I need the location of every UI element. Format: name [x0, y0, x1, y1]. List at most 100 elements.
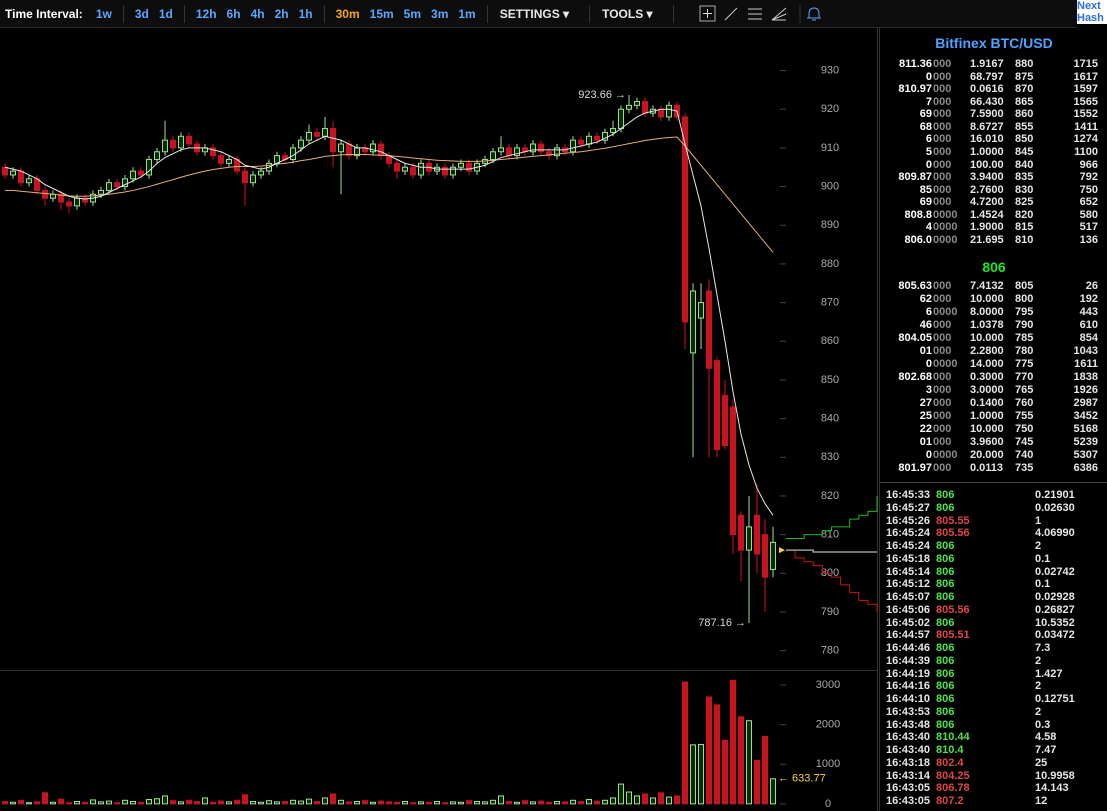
volume-bar	[354, 800, 360, 805]
volume-bar	[34, 801, 40, 805]
book-amount: 8.0000	[970, 306, 1004, 318]
volume-bar	[226, 801, 232, 805]
trade-price: 806	[936, 693, 955, 705]
volume-tick-label: 2000	[816, 719, 840, 731]
interval-button[interactable]: 15m	[369, 6, 394, 21]
book-sum: 1926	[1073, 384, 1098, 396]
volume-bar	[66, 802, 72, 805]
interval-button[interactable]: 1h	[298, 6, 313, 21]
interval-button[interactable]: 30m	[335, 6, 360, 21]
book-group-price: 855	[1015, 120, 1034, 133]
book-title: Bitfinex BTC/USD	[935, 35, 1053, 51]
book-sum: 854	[1079, 332, 1098, 344]
interval-button[interactable]: 4h	[250, 6, 265, 21]
book-amount: 1.0378	[970, 319, 1004, 331]
candle-body	[490, 151, 496, 160]
book-price-main: 68	[919, 120, 932, 133]
corner-line: Hash	[1077, 12, 1104, 24]
hline-tool[interactable]	[747, 8, 762, 19]
volume-bar	[98, 801, 104, 805]
book-amount: 10.000	[970, 332, 1004, 344]
book-sum: 750	[1079, 183, 1098, 196]
interval-button[interactable]: 2h	[274, 6, 289, 21]
book-amount: 3.9600	[970, 436, 1004, 448]
interval-button[interactable]: 3m	[431, 6, 449, 21]
book-group-price: 745	[1015, 436, 1034, 448]
candle-body	[338, 143, 344, 153]
volume-bar	[130, 800, 136, 805]
line-tool[interactable]	[724, 7, 737, 20]
tools-menu[interactable]: TOOLS	[602, 7, 652, 21]
book-price-main: 85	[919, 183, 932, 196]
divider	[880, 482, 1107, 483]
interval-button[interactable]: 3d	[134, 6, 149, 21]
volume-bar	[474, 800, 480, 805]
volume-bar	[482, 801, 488, 805]
book-price-dim: 000	[933, 293, 952, 305]
book-group-price: 845	[1015, 145, 1034, 158]
volume-bar	[538, 800, 544, 805]
candle-body	[410, 166, 416, 176]
y-tick-label: 880	[821, 258, 839, 270]
volume-bar	[90, 799, 96, 805]
candle-body	[762, 534, 768, 578]
trade-time: 16:43:53	[886, 705, 931, 718]
book-price-main: 5	[925, 145, 932, 158]
trade-price: 806	[936, 552, 955, 565]
interval-button[interactable]: 1m	[458, 6, 476, 21]
book-group-price: 770	[1015, 371, 1034, 383]
settings-menu[interactable]: SETTINGS	[500, 7, 569, 21]
candle-body	[370, 143, 376, 153]
corner-link[interactable]: Next Hash	[1077, 0, 1107, 24]
book-price-main: 804.05	[898, 332, 932, 344]
crosshair-tool[interactable]	[699, 5, 716, 21]
volume-bar	[394, 801, 400, 805]
volume-bar	[650, 797, 656, 805]
trade-time: 16:43:14	[886, 769, 931, 782]
book-amount: 8.6727	[970, 120, 1004, 133]
book-price-dim: 0000	[933, 233, 958, 246]
volume-bar	[186, 799, 192, 805]
volume-bar	[218, 800, 224, 805]
candle-body	[378, 143, 384, 157]
candle-body	[658, 108, 664, 118]
interval-button[interactable]: 6h	[226, 6, 241, 21]
book-price-dim: 000	[933, 423, 952, 435]
alert-tool[interactable]	[806, 6, 821, 20]
book-group-price: 815	[1015, 221, 1034, 234]
book-sum: 6386	[1073, 462, 1098, 474]
volume-bar	[586, 799, 592, 805]
trade-price: 806.78	[936, 782, 970, 795]
volume-bar	[522, 800, 528, 805]
volume-bar	[770, 778, 776, 805]
trade-time: 16:43:48	[886, 718, 931, 731]
volume-bar	[258, 801, 264, 805]
candle-body	[346, 143, 352, 157]
interval-button[interactable]: 5m	[403, 6, 422, 21]
y-tick-label: 850	[821, 374, 839, 386]
volume-bar	[106, 800, 112, 805]
book-amount: 10.000	[970, 423, 1004, 435]
book-group-price: 825	[1015, 196, 1034, 209]
candle-body	[498, 147, 504, 153]
volume-bar	[18, 799, 24, 805]
book-price-dim: 000	[933, 196, 952, 209]
book-price-dim: 000	[933, 183, 952, 196]
trade-price: 810.4	[936, 744, 964, 756]
volume-bar	[746, 720, 752, 805]
candle-body	[42, 189, 48, 199]
interval-button[interactable]: 12h	[195, 6, 217, 21]
book-sum: 1617	[1073, 70, 1098, 83]
interval-button[interactable]: 1w	[95, 6, 112, 21]
interval-button[interactable]: 1d	[158, 6, 173, 21]
y-tick-label: 870	[821, 296, 839, 308]
trade-time: 16:44:57	[886, 629, 931, 642]
volume-bar	[658, 792, 664, 805]
book-sum: 966	[1079, 158, 1098, 171]
volume-bar	[434, 800, 440, 805]
candle-body	[402, 166, 408, 172]
fib-tool[interactable]	[771, 7, 786, 20]
volume-bar	[642, 793, 648, 805]
book-price-dim: 000	[933, 384, 952, 396]
book-sum: 1100	[1074, 145, 1098, 158]
